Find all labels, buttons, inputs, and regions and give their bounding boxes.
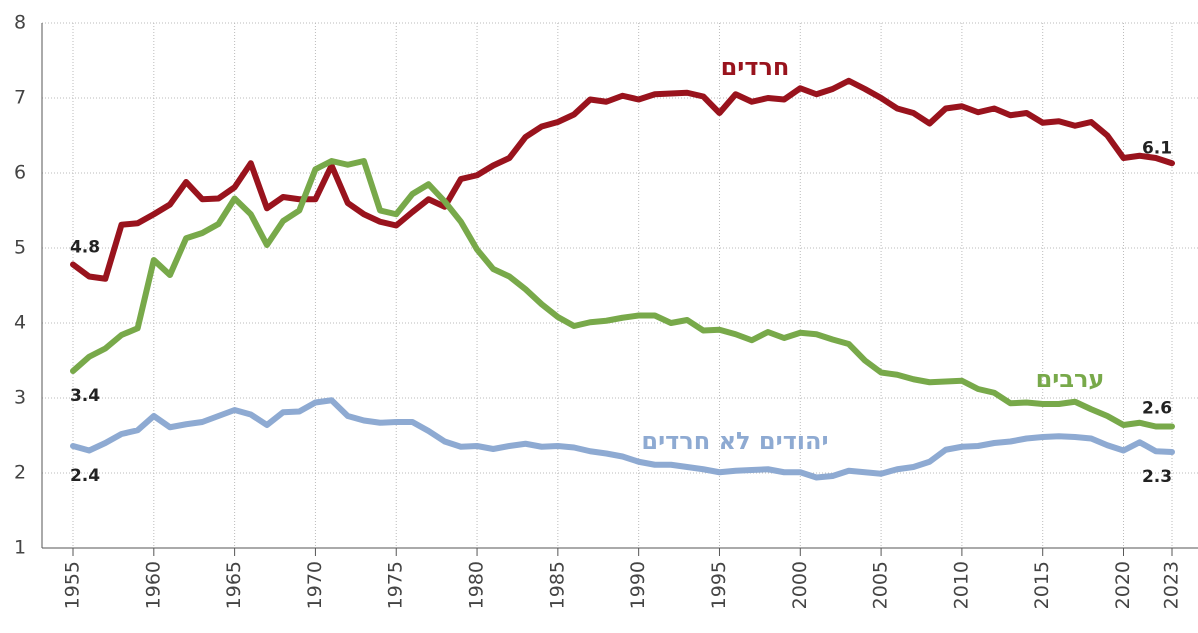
y-tick-label: 8 <box>14 12 26 34</box>
x-tick-label: 1980 <box>466 561 488 609</box>
x-tick-label: 1970 <box>304 561 326 609</box>
series-line <box>70 397 1175 481</box>
y-tick-label: 2 <box>14 462 26 484</box>
x-tick-label: 1965 <box>223 561 245 609</box>
y-tick-label: 5 <box>14 237 26 259</box>
x-tick-label: 1955 <box>62 561 84 609</box>
x-tick-label: 1990 <box>627 561 649 609</box>
y-tick-label: 3 <box>14 387 26 409</box>
data-label: 6.1 <box>1142 138 1172 158</box>
data-label: 2.6 <box>1142 399 1172 419</box>
x-tick-label: 2000 <box>789 561 811 609</box>
data-label: 2.3 <box>1142 467 1172 487</box>
x-tick-label: 2015 <box>1031 561 1053 609</box>
series-label: יהודים לא חרדים <box>641 427 828 455</box>
data-label: 4.8 <box>70 238 100 258</box>
y-tick-label: 7 <box>14 87 26 109</box>
series-line <box>70 158 1175 430</box>
y-tick-label: 1 <box>14 537 26 559</box>
series-label: ערבים <box>1036 365 1105 393</box>
x-tick-label: 2010 <box>950 561 972 609</box>
data-label: 3.4 <box>70 386 100 406</box>
x-tick-label: 2020 <box>1112 561 1134 609</box>
x-tick-label: 1995 <box>708 561 730 609</box>
series-label: חרדים <box>721 53 790 81</box>
series-line <box>70 77 1175 282</box>
x-tick-label: 2005 <box>870 561 892 609</box>
x-tick-label: 1985 <box>546 561 568 609</box>
x-tick-label: 1960 <box>142 561 164 609</box>
x-tick-label: 2023 <box>1161 561 1183 609</box>
x-tick-label: 1975 <box>385 561 407 609</box>
y-tick-label: 4 <box>14 312 26 334</box>
data-label: 2.4 <box>70 466 100 486</box>
y-tick-label: 6 <box>14 162 26 184</box>
